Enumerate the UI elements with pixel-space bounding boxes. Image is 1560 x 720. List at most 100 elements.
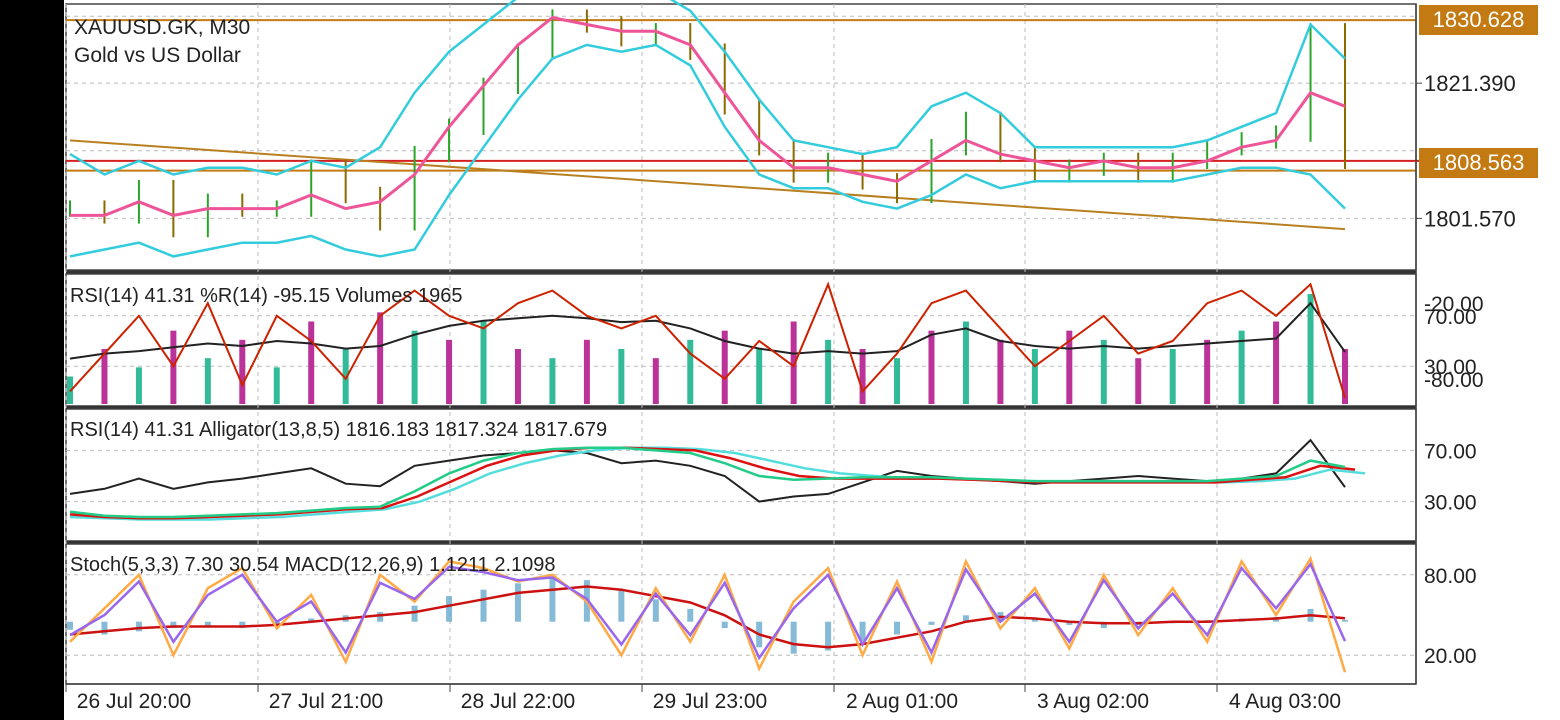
- volume-bar: [411, 330, 418, 404]
- sub1-axis-tick: -80.00: [1424, 369, 1484, 392]
- volume-bar: [1135, 358, 1142, 404]
- volume-bar: [1031, 349, 1038, 404]
- volume-bar: [1204, 339, 1211, 404]
- macd-histogram-bar: [721, 621, 728, 629]
- sub3-axis-tick: 20.00: [1424, 645, 1477, 668]
- time-axis-label: 29 Jul 23:00: [653, 690, 767, 713]
- volume-bar: [480, 321, 487, 404]
- macd-histogram-bar: [67, 621, 73, 630]
- sub2-axis-tick: 70.00: [1424, 440, 1477, 463]
- williams-r-line: [69, 281, 1346, 399]
- macd-histogram-bar: [618, 589, 625, 622]
- sub1-axis-tick: 30.00: [1424, 356, 1477, 379]
- sub2-panel-frame: [65, 408, 1417, 542]
- macd-histogram-bar: [377, 612, 384, 622]
- volume-bar: [962, 321, 969, 404]
- macd-histogram-bar: [928, 621, 935, 625]
- trendline: [69, 139, 1346, 231]
- sub1-indicator-label: RSI(14) 41.31 %R(14) -95.15 Volumes 1965: [70, 285, 463, 307]
- macd-histogram-bar: [859, 621, 866, 641]
- time-axis-label: 28 Jul 22:00: [461, 690, 575, 713]
- time-axis-label: 26 Jul 20:00: [77, 690, 191, 713]
- sub3-indicator-label: Stoch(5,3,3) 7.30 30.54 MACD(12,26,9) 1.…: [70, 554, 556, 576]
- macd-histogram-bar: [1342, 619, 1348, 622]
- volume-bar: [687, 339, 694, 404]
- volume-bar: [928, 330, 935, 404]
- volume-bar: [1169, 349, 1176, 404]
- volume-bar: [1066, 330, 1073, 404]
- macd-histogram-bar: [204, 621, 211, 627]
- macd-histogram-bar: [549, 576, 556, 622]
- macd-histogram-bar: [273, 621, 280, 625]
- volume-bar: [446, 339, 453, 404]
- macd-histogram-bar: [825, 621, 832, 651]
- macd-histogram-bar: [894, 621, 901, 635]
- volume-bar: [377, 312, 384, 404]
- macd-histogram-bar: [446, 596, 453, 622]
- price-tag-support: 1808.563: [1419, 148, 1538, 178]
- volume-bar: [239, 339, 246, 404]
- macd-histogram-bar: [962, 615, 969, 622]
- volume-bar: [997, 339, 1004, 404]
- rsi-line: [69, 438, 1346, 503]
- symbol-description: Gold vs US Dollar: [74, 44, 241, 67]
- time-axis-label: 3 Aug 02:00: [1037, 690, 1149, 713]
- volume-bar: [1273, 321, 1280, 404]
- macd-histogram-bar: [239, 621, 246, 629]
- volume-bar: [308, 321, 315, 404]
- volume-bar: [1238, 330, 1245, 404]
- macd-histogram-bar: [170, 621, 177, 629]
- macd-histogram-bar: [1066, 621, 1073, 625]
- volume-bar: [859, 349, 866, 404]
- volume-bar: [549, 358, 556, 404]
- time-axis-label: 2 Aug 01:00: [846, 690, 958, 713]
- alligator-teeth-line: [69, 446, 1356, 520]
- volume-bar: [135, 367, 142, 404]
- macd-histogram-bar: [480, 589, 487, 622]
- sub1-panel-frame: [65, 273, 1417, 407]
- stoch-signal-line: [69, 561, 1347, 661]
- macd-histogram-bar: [411, 605, 418, 622]
- left-edge-bar: [0, 0, 64, 720]
- sub2-axis-tick: 30.00: [1424, 492, 1477, 515]
- macd-histogram-bar: [308, 618, 315, 622]
- time-axis-label: 4 Aug 03:00: [1229, 690, 1341, 713]
- bollinger-upper-band: [69, 0, 1346, 176]
- alligator-lips-line: [69, 446, 1346, 519]
- volume-bar: [514, 349, 521, 404]
- volume-bar: [618, 349, 625, 404]
- price-tag-resistance: 1830.628: [1419, 5, 1538, 35]
- macd-histogram-bar: [514, 583, 521, 622]
- volume-bar: [583, 339, 590, 404]
- volume-bar: [652, 358, 659, 404]
- time-axis-label: 27 Jul 21:00: [269, 690, 383, 713]
- symbol-title: XAUUSD.GK, M30: [74, 16, 251, 39]
- volume-bar: [790, 321, 797, 404]
- macd-histogram-bar: [1031, 618, 1038, 622]
- volume-bar: [1307, 294, 1314, 404]
- volume-bar: [273, 367, 280, 404]
- macd-histogram-bar: [1100, 621, 1107, 629]
- volume-bar: [342, 349, 349, 404]
- main-panel-frame: [65, 3, 1417, 271]
- volume-bar: [756, 349, 763, 404]
- volume-bar: [204, 358, 211, 404]
- sub3-axis-tick: 80.00: [1424, 565, 1477, 588]
- volume-bar: [1100, 339, 1107, 404]
- sub2-indicator-label: RSI(14) 41.31 Alligator(13,8,5) 1816.183…: [70, 419, 608, 441]
- macd-histogram-bar: [135, 621, 142, 632]
- macd-histogram-bar: [652, 599, 659, 622]
- moving-average-line: [70, 15, 1346, 217]
- volume-bar: [825, 339, 832, 404]
- bollinger-lower-band: [69, 43, 1346, 258]
- volume-bar: [721, 330, 728, 404]
- macd-histogram-bar: [101, 621, 108, 635]
- price-axis-tick: 1801.570: [1424, 206, 1516, 231]
- price-axis-tick: 1821.390: [1424, 71, 1516, 96]
- macd-histogram-bar: [687, 608, 694, 622]
- volume-bar: [101, 349, 108, 404]
- volume-bar: [894, 358, 901, 404]
- sub1-axis-tick: 70.00: [1424, 306, 1477, 329]
